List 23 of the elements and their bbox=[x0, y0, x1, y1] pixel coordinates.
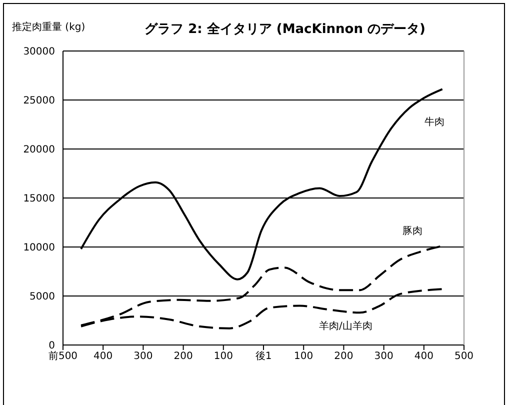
y-tick-label: 15000 bbox=[23, 194, 55, 205]
y-tick-label: 0 bbox=[48, 340, 55, 352]
y-tick-label: 10000 bbox=[23, 242, 55, 254]
x-tick-label: 400 bbox=[94, 351, 113, 362]
series-label: 牛肉 bbox=[424, 116, 444, 128]
x-tick-label: 100 bbox=[214, 351, 233, 362]
chart-title: グラフ 2: 全イタリア (MacKinnon のデータ) bbox=[144, 21, 426, 38]
x-tick-label: 100 bbox=[294, 351, 314, 362]
y-tick-label: 20000 bbox=[23, 144, 55, 156]
series-label: 豚肉 bbox=[402, 226, 422, 238]
x-tick-label: 200 bbox=[174, 351, 193, 362]
x-tick-label: 500 bbox=[454, 351, 474, 362]
x-tick-label: 300 bbox=[374, 351, 394, 362]
y-tick-label: 30000 bbox=[23, 46, 55, 58]
x-tick-label: 前500 bbox=[48, 350, 78, 362]
y-tick-label: 5000 bbox=[30, 292, 55, 303]
x-tick-label: 300 bbox=[134, 351, 153, 362]
x-tick-label: 400 bbox=[414, 351, 434, 362]
x-tick-label: 後1 bbox=[255, 350, 272, 362]
y-tick-label: 25000 bbox=[23, 96, 55, 107]
series-label: 羊肉/山羊肉 bbox=[318, 320, 372, 332]
x-tick-label: 200 bbox=[334, 351, 354, 362]
y-axis-title: 推定肉重量 (kg) bbox=[12, 20, 86, 34]
